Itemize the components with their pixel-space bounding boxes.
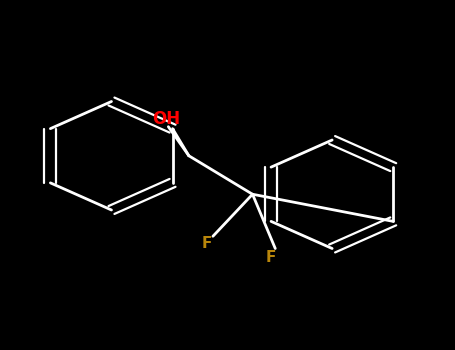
Text: OH: OH	[152, 110, 180, 128]
Text: F: F	[266, 250, 276, 265]
Text: F: F	[202, 236, 212, 251]
